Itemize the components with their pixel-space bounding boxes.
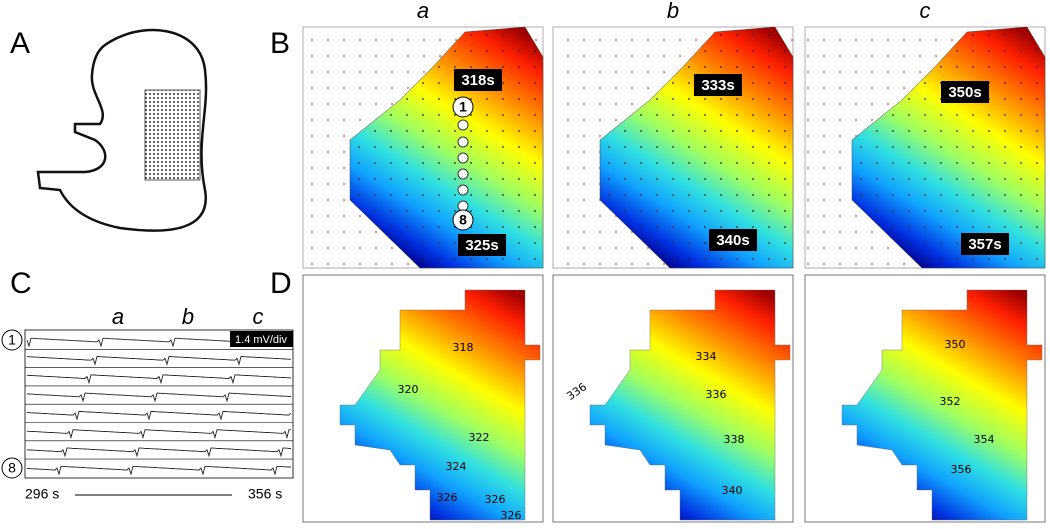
time-tag-box — [454, 69, 502, 91]
panel-label: A — [10, 27, 30, 60]
column-label: c — [253, 304, 264, 329]
time-end: 356 s — [248, 486, 282, 502]
electrode-marker — [457, 152, 469, 164]
time-tag: 350s — [948, 84, 981, 101]
column-label: c — [920, 0, 931, 23]
contour-label: 320 — [398, 383, 419, 396]
electrode-array — [144, 89, 201, 181]
trace — [26, 356, 292, 366]
time-tag: 325s — [465, 237, 498, 254]
electrode-label: 8 — [8, 460, 16, 476]
contour-label: 350 — [945, 338, 966, 351]
contour-label: 354 — [974, 433, 995, 446]
column-label: a — [112, 304, 124, 329]
contour-label: 352 — [940, 395, 961, 408]
column-label: a — [417, 0, 429, 23]
time-tag-box — [709, 229, 757, 251]
contour-label: 326 — [437, 491, 458, 504]
time-tag: 318s — [461, 72, 494, 89]
scale-box — [230, 331, 293, 347]
contour-label: 318 — [453, 341, 474, 354]
panel-label: D — [270, 267, 292, 300]
contour-label: 326 — [485, 493, 506, 506]
electrode-marker — [457, 184, 469, 196]
column-label: b — [182, 304, 194, 329]
contour-label: 336 — [706, 388, 727, 401]
trace — [26, 374, 292, 385]
trace — [26, 392, 292, 403]
contour-label: 322 — [469, 431, 490, 444]
electrode-marker — [457, 136, 469, 148]
panel-label: C — [10, 267, 32, 300]
stomach-outline — [36, 28, 208, 232]
electrode-marker — [1, 329, 23, 351]
electrode-marker — [452, 96, 474, 118]
electrode-marker — [457, 168, 469, 180]
contour-label: 356 — [951, 463, 972, 476]
contour-label: 338 — [724, 433, 745, 446]
electrode-marker — [452, 209, 474, 231]
time-tag-box — [458, 234, 506, 256]
trace — [26, 429, 292, 440]
contour-label: 324 — [446, 460, 467, 473]
electrode-marker — [457, 119, 469, 131]
contour-label: 334 — [696, 350, 717, 363]
electrode-label: 1 — [459, 99, 467, 115]
time-start: 296 s — [25, 486, 59, 502]
contour-label: 326 — [501, 509, 522, 522]
electrode-label: 8 — [459, 212, 467, 228]
time-tag-box — [941, 81, 989, 103]
trace — [26, 410, 292, 421]
time-tag-box — [961, 233, 1009, 255]
time-tag: 333s — [701, 77, 734, 94]
electrode-marker — [1, 457, 23, 479]
trace — [26, 465, 292, 476]
scale-label: 1.4 mV/div — [235, 334, 287, 346]
time-tag: 357s — [968, 236, 1001, 253]
column-label: b — [667, 0, 679, 23]
panel-label: B — [270, 27, 290, 60]
trace — [26, 447, 292, 458]
time-tag-box — [694, 74, 742, 96]
time-tag: 340s — [716, 232, 749, 249]
contour-label: 340 — [722, 484, 743, 497]
electrode-label: 1 — [8, 332, 16, 348]
